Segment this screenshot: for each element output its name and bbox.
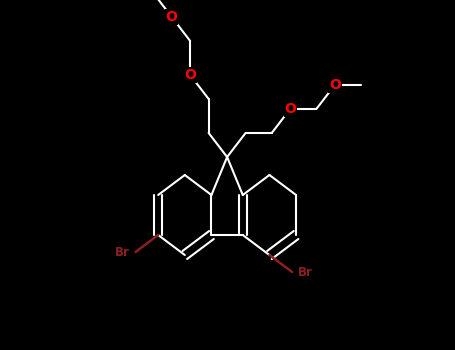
Text: O: O	[166, 10, 177, 24]
Text: Br: Br	[298, 266, 313, 279]
Text: O: O	[284, 102, 296, 116]
Text: O: O	[329, 78, 341, 92]
Text: Br: Br	[115, 245, 129, 259]
Text: O: O	[184, 68, 196, 82]
